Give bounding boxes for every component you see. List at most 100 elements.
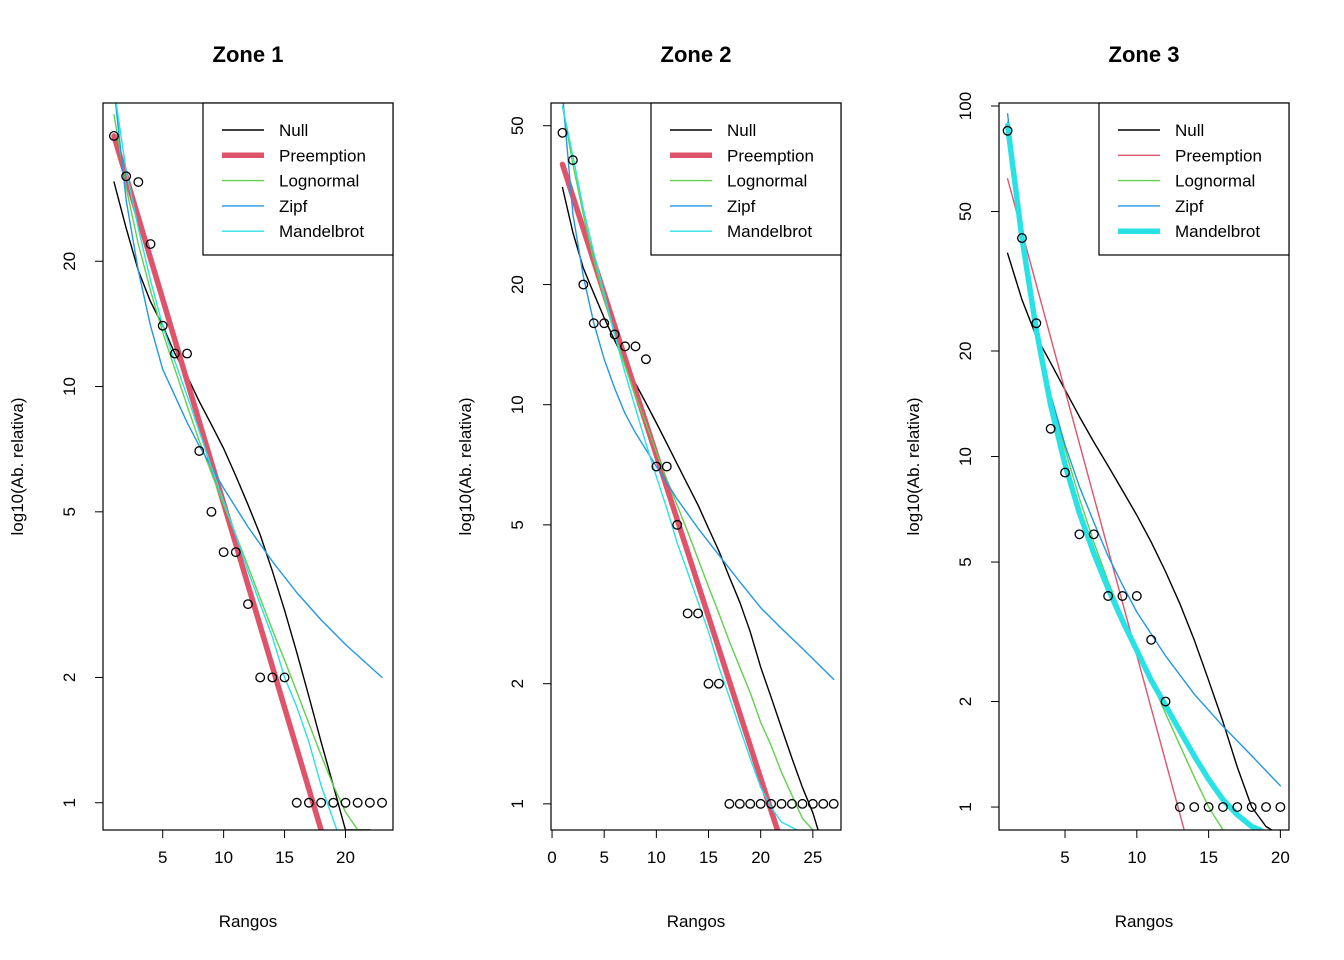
data-point	[818, 798, 829, 809]
chart-title: Zone 3	[1109, 42, 1180, 67]
x-tick-label: 15	[1199, 848, 1218, 867]
data-point	[1174, 802, 1185, 812]
series-line-null	[561, 186, 819, 830]
data-point	[194, 446, 205, 456]
data-point	[218, 547, 229, 558]
data-point	[1045, 423, 1056, 434]
data-point	[1232, 802, 1243, 812]
legend-label: Null	[727, 121, 756, 140]
x-tick-label: 10	[214, 848, 233, 867]
data-point	[316, 797, 327, 808]
data-point	[693, 608, 704, 619]
data-point	[279, 672, 290, 683]
data-point	[1218, 802, 1228, 812]
data-point	[121, 171, 132, 182]
data-point	[291, 797, 302, 808]
data-point	[206, 506, 217, 517]
x-tick-label: 0	[547, 848, 556, 867]
data-point	[1060, 467, 1070, 478]
x-tick-label: 20	[336, 848, 355, 867]
chart-title: Zone 1	[213, 42, 284, 67]
fitted-curves	[111, 103, 383, 830]
y-tick-label: 2	[60, 673, 79, 682]
x-tick-label: 10	[1127, 848, 1146, 867]
data-point	[109, 131, 119, 141]
series-line-mandelbrot	[561, 105, 798, 830]
y-tick-label: 5	[956, 557, 975, 566]
y-tick-label: 10	[60, 377, 79, 396]
data-point	[255, 672, 266, 683]
series-line-lognormal	[561, 105, 814, 830]
data-point	[230, 547, 241, 558]
y-tick-label: 1	[508, 799, 527, 808]
data-point	[377, 797, 387, 808]
y-tick-label: 2	[508, 679, 527, 688]
data-point	[303, 797, 314, 808]
legend-label: Mandelbrot	[1175, 222, 1260, 241]
data-point	[169, 348, 180, 359]
y-tick-label: 50	[956, 202, 975, 221]
y-tick-label: 100	[956, 92, 975, 120]
data-point	[1261, 802, 1271, 812]
y-tick-label: 20	[956, 342, 975, 361]
data-point	[1275, 802, 1286, 812]
legend-label: Null	[1175, 121, 1204, 140]
y-axis-label: log10(Ab. relativa)	[904, 398, 923, 536]
data-point	[578, 279, 589, 290]
y-axis-label: log10(Ab. relativa)	[456, 398, 475, 536]
data-point	[1131, 591, 1142, 601]
legend: Null Preemption Lognormal Zipf Mandelbrot	[202, 102, 394, 256]
data-point	[567, 155, 578, 166]
legend-label: Zipf	[727, 197, 756, 216]
x-axis-label: Rangos	[1115, 912, 1174, 931]
y-tick-label: 5	[60, 507, 79, 516]
data-point	[640, 354, 651, 365]
series-line-null	[113, 181, 371, 830]
data-point	[352, 797, 363, 808]
data-point	[133, 177, 144, 187]
series-line-zipf	[114, 103, 383, 679]
fitted-curves	[1004, 113, 1282, 830]
series-line-mandelbrot	[115, 103, 338, 830]
legend-box	[202, 102, 394, 256]
y-tick-label: 1	[956, 802, 975, 811]
data-point	[734, 798, 745, 809]
data-point	[828, 798, 839, 809]
data-point	[766, 798, 777, 809]
x-tick-label: 25	[803, 848, 822, 867]
y-tick-label: 2	[956, 697, 975, 706]
y-tick-label: 5	[508, 520, 527, 529]
legend: Null Preemption Lognormal Zipf Mandelbrot	[1098, 102, 1290, 256]
plot-zone-1: Zone 1 Rangos log10(Ab. relativa) 5 10 15 20 1 2…	[8, 42, 394, 931]
y-axis-label: log10(Ab. relativa)	[8, 398, 27, 536]
observed-points	[1002, 125, 1286, 812]
data-point	[340, 797, 351, 808]
observed-points	[557, 127, 839, 809]
x-tick-label: 15	[275, 848, 294, 867]
data-point	[182, 348, 193, 359]
legend-label: Lognormal	[727, 172, 807, 191]
y-tick-label: 10	[508, 395, 527, 414]
legend-label: Preemption	[1175, 146, 1262, 165]
legend-label: Null	[279, 121, 308, 140]
data-point	[1002, 125, 1013, 136]
legend-label: Lognormal	[279, 172, 359, 191]
data-point	[1074, 529, 1085, 540]
y-tick-label: 20	[60, 252, 79, 271]
data-point	[745, 798, 756, 809]
legend-label: Preemption	[727, 146, 814, 165]
x-axis-label: Rangos	[219, 912, 278, 931]
data-point	[1088, 529, 1099, 540]
legend: Null Preemption Lognormal Zipf Mandelbrot	[650, 102, 842, 256]
data-point	[267, 672, 278, 683]
chart-title: Zone 2	[661, 42, 732, 67]
data-point	[630, 341, 641, 352]
data-point	[1160, 696, 1171, 707]
series-line-mandelbrot	[1004, 122, 1264, 830]
data-point	[145, 239, 156, 249]
data-point	[1189, 802, 1200, 812]
data-point	[703, 678, 714, 689]
series-line-null	[1006, 252, 1273, 830]
